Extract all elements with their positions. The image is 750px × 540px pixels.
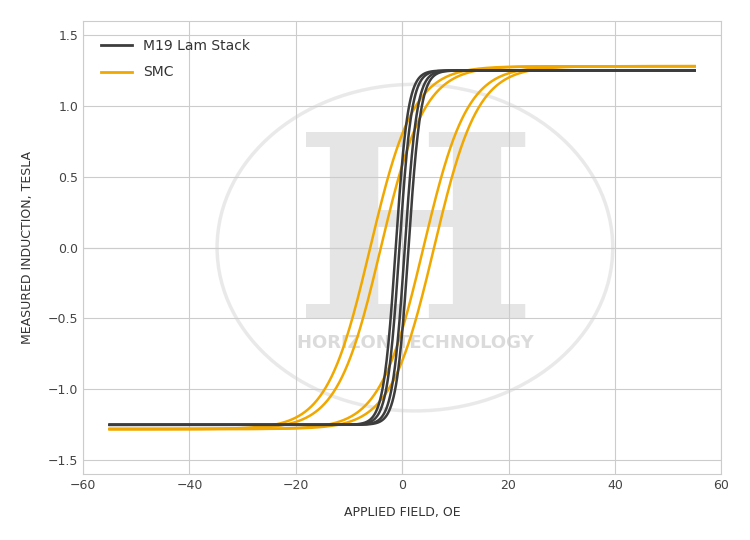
Text: HORIZON TECHNOLOGY: HORIZON TECHNOLOGY bbox=[296, 334, 533, 352]
Legend: M19 Lam Stack, SMC: M19 Lam Stack, SMC bbox=[90, 28, 261, 91]
Text: H: H bbox=[293, 124, 536, 372]
Y-axis label: MEASURED INDUCTION, TESLA: MEASURED INDUCTION, TESLA bbox=[21, 151, 34, 344]
X-axis label: APPLIED FIELD, OE: APPLIED FIELD, OE bbox=[344, 506, 460, 519]
